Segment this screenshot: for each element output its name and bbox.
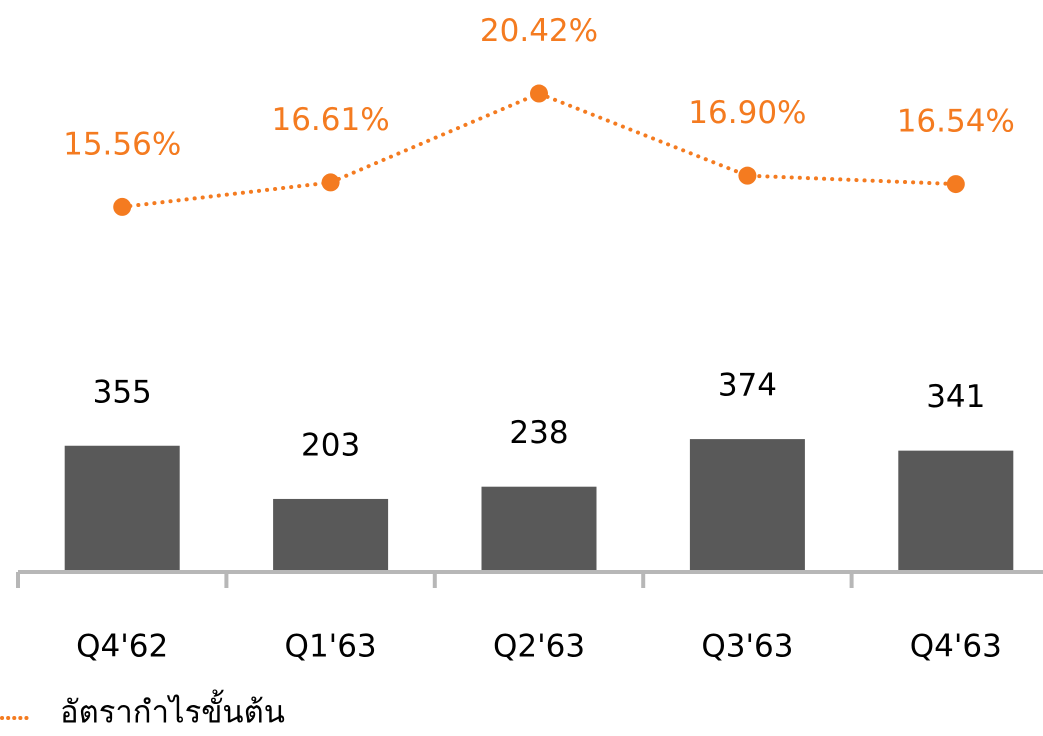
bar-value-label: 238	[509, 415, 568, 451]
line-point	[738, 166, 757, 185]
x-tick-label: Q4'62	[76, 629, 168, 665]
line-value-label: 20.42%	[480, 13, 598, 49]
bar	[689, 439, 805, 570]
bar-value-label: 374	[718, 368, 777, 404]
line-point	[946, 175, 965, 194]
bar-value-label: 355	[93, 374, 152, 410]
bar-value-label: 203	[301, 427, 360, 463]
line-point	[530, 84, 548, 103]
x-tick-label: Q2'63	[493, 629, 585, 665]
line-value-label: 16.90%	[688, 95, 806, 131]
legend-label: อัตรากำไรขั้นต้น	[60, 690, 285, 731]
x-tick-label: Q1'63	[285, 629, 377, 665]
bar	[898, 450, 1014, 570]
line-value-label: 16.61%	[271, 102, 389, 138]
bar-value-label: 341	[926, 379, 985, 415]
x-tick-label: Q4'63	[910, 629, 1002, 665]
line-point	[321, 173, 340, 192]
bar	[273, 498, 389, 570]
line-value-label: 15.56%	[63, 126, 181, 162]
x-tick-label: Q3'63	[701, 629, 793, 665]
line-value-label: 16.54%	[897, 104, 1015, 140]
line	[120, 91, 958, 209]
line-point	[113, 197, 132, 216]
bar	[64, 445, 180, 570]
bar	[481, 486, 597, 570]
